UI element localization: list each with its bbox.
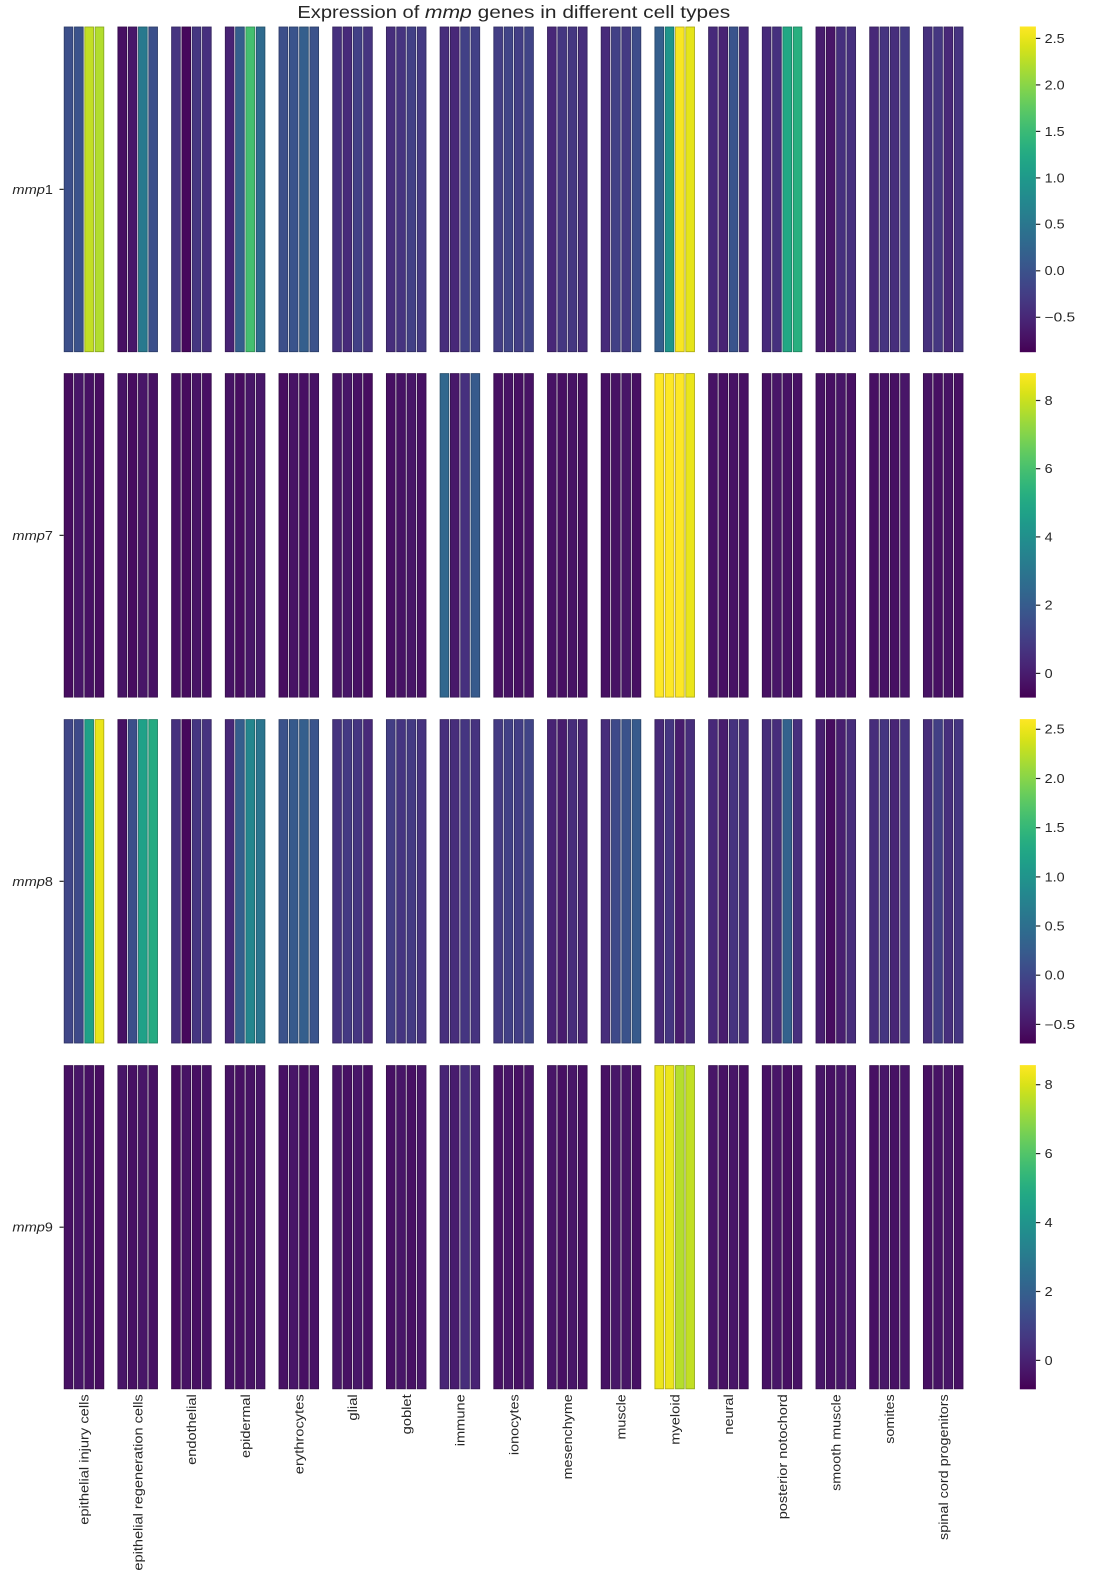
svg-text:spinal cord progenitors: spinal cord progenitors <box>937 1394 951 1540</box>
svg-text:endothelial: endothelial <box>185 1394 199 1465</box>
svg-text:myeloid: myeloid <box>668 1394 682 1444</box>
svg-text:mmp7: mmp7 <box>12 529 53 543</box>
svg-text:2.0: 2.0 <box>1045 772 1065 786</box>
svg-text:immune: immune <box>454 1394 468 1446</box>
svg-text:2.0: 2.0 <box>1045 78 1065 92</box>
svg-text:epithelial injury cells: epithelial injury cells <box>78 1394 92 1525</box>
svg-text:6: 6 <box>1045 462 1053 476</box>
svg-text:muscle: muscle <box>615 1394 629 1439</box>
svg-text:1.5: 1.5 <box>1045 821 1065 835</box>
svg-text:erythrocytes: erythrocytes <box>292 1394 306 1474</box>
svg-text:8: 8 <box>1045 394 1053 408</box>
svg-text:smooth muscle: smooth muscle <box>829 1394 843 1491</box>
svg-text:ionocytes: ionocytes <box>507 1394 521 1455</box>
svg-text:1.0: 1.0 <box>1045 870 1065 884</box>
svg-text:0.0: 0.0 <box>1045 969 1065 983</box>
svg-text:Expression of mmp genes in dif: Expression of mmp genes in different cel… <box>297 2 730 22</box>
svg-text:0.5: 0.5 <box>1045 919 1065 933</box>
svg-text:0.5: 0.5 <box>1045 218 1065 232</box>
svg-text:0: 0 <box>1045 1354 1053 1368</box>
svg-text:neural: neural <box>722 1394 736 1434</box>
svg-text:mmp1: mmp1 <box>12 183 53 197</box>
svg-text:glial: glial <box>346 1394 360 1420</box>
svg-text:1.5: 1.5 <box>1045 125 1065 139</box>
svg-text:2: 2 <box>1045 599 1053 613</box>
svg-text:6: 6 <box>1045 1147 1053 1161</box>
svg-text:−0.5: −0.5 <box>1045 1018 1076 1032</box>
svg-text:4: 4 <box>1045 530 1053 544</box>
svg-text:epidermal: epidermal <box>239 1394 253 1458</box>
svg-text:mmp8: mmp8 <box>12 875 53 889</box>
svg-text:8: 8 <box>1045 1078 1053 1092</box>
svg-text:1.0: 1.0 <box>1045 171 1065 185</box>
svg-text:mesenchyme: mesenchyme <box>561 1394 575 1479</box>
svg-text:goblet: goblet <box>400 1394 414 1435</box>
svg-text:0: 0 <box>1045 667 1053 681</box>
svg-text:2: 2 <box>1045 1285 1053 1299</box>
svg-text:0.0: 0.0 <box>1045 264 1065 278</box>
svg-text:posterior notochord: posterior notochord <box>776 1394 790 1519</box>
svg-text:2.5: 2.5 <box>1045 32 1065 46</box>
svg-text:2.5: 2.5 <box>1045 723 1065 737</box>
svg-text:somites: somites <box>883 1394 897 1444</box>
svg-text:−0.5: −0.5 <box>1045 311 1076 325</box>
svg-text:mmp9: mmp9 <box>12 1221 53 1235</box>
svg-text:4: 4 <box>1045 1216 1053 1230</box>
svg-text:epithelial regeneration cells: epithelial regeneration cells <box>131 1394 145 1570</box>
